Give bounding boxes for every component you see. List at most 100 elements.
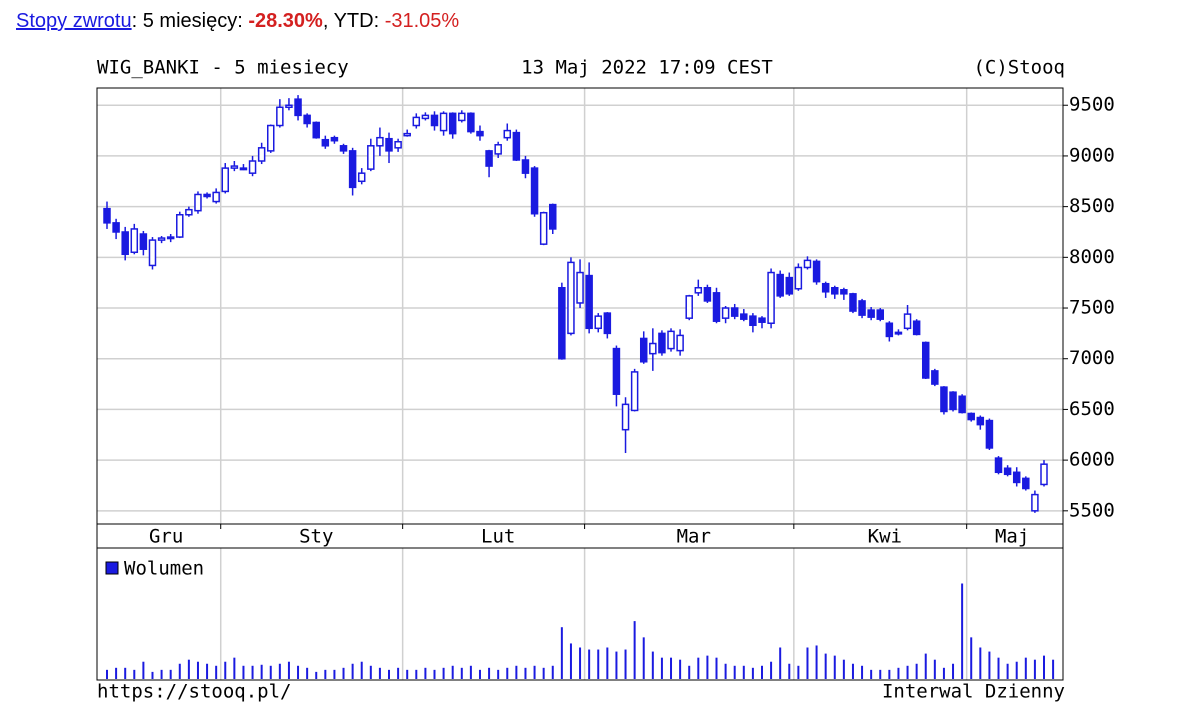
candle-body [357, 172, 366, 183]
candle-body [1022, 477, 1030, 490]
y-tick-label: 9500 [1069, 94, 1115, 116]
candle-body [403, 132, 411, 137]
candle-body [166, 236, 175, 240]
volume-panel [96, 547, 1064, 681]
candle-body [348, 150, 357, 189]
ytd-value: -31.05% [384, 10, 460, 32]
candle-body [594, 315, 602, 330]
candle-body [257, 147, 266, 162]
legend-label: Wolumen [124, 558, 204, 580]
y-tick-label: 9000 [1069, 144, 1115, 166]
period-text: : 5 miesięcy: [131, 10, 249, 32]
candle-body [749, 315, 757, 327]
candle-body [376, 136, 384, 147]
candle-body [685, 295, 693, 319]
candle-body [1012, 471, 1021, 484]
candle-body [339, 145, 348, 152]
candle-body [676, 334, 684, 352]
candle-body [831, 286, 839, 295]
candle-body [921, 341, 930, 379]
candle-body [912, 320, 921, 336]
candle-body [985, 419, 994, 449]
candle-body [185, 208, 193, 216]
candle-body [812, 260, 821, 283]
candle-body [539, 211, 548, 245]
candle-body [931, 370, 939, 385]
candle-body [321, 138, 330, 147]
returns-link[interactable]: Stopy zwrotu [16, 10, 132, 32]
candle-body [894, 331, 903, 335]
candle-body [794, 266, 803, 290]
candle-body [303, 114, 311, 125]
candle-body [903, 313, 912, 330]
candle-body [576, 271, 584, 304]
candle-body [785, 276, 794, 295]
candle-body [385, 137, 393, 152]
candle-body [412, 116, 421, 127]
candle-body [849, 293, 857, 312]
candle-body [157, 237, 166, 241]
candle-body [394, 140, 402, 149]
month-strip [96, 523, 1064, 549]
candle-body [176, 213, 184, 238]
candle-body [530, 167, 539, 215]
candle-body [266, 124, 275, 152]
x-tick-label: Kwi [868, 526, 902, 548]
candle-body [994, 457, 1003, 474]
candle-body [285, 104, 293, 109]
candle-body [421, 114, 430, 120]
candle-body [658, 332, 666, 354]
candle-body [585, 274, 593, 330]
footer-interval: Interwal Dzienny [882, 681, 1065, 703]
candle-body [630, 371, 639, 412]
candle-body [603, 312, 612, 335]
candle-body [467, 112, 475, 133]
candle-body [439, 112, 448, 132]
candle-body [512, 131, 521, 161]
candle-body [958, 395, 966, 414]
footer-url: https://stooq.pl/ [97, 681, 291, 703]
candle-body [494, 144, 502, 155]
candle-body [639, 337, 648, 363]
candle-body [621, 403, 630, 431]
candle-body [967, 412, 975, 421]
chart-title: WIG_BANKI - 5 miesiecy [97, 57, 349, 79]
y-tick-label: 8000 [1069, 246, 1115, 268]
candle-body [212, 191, 220, 203]
candle-body [694, 286, 703, 294]
candle-body [821, 282, 830, 293]
candle-body [248, 160, 257, 174]
candle-body [1040, 463, 1048, 486]
candle-body [867, 309, 875, 318]
ytd-label: , YTD: [322, 10, 385, 32]
x-tick-label: Maj [995, 526, 1029, 548]
candle-body [649, 342, 657, 355]
candle-body [312, 121, 320, 139]
candle-body [876, 309, 885, 320]
chart-source: (C)Stooq [973, 57, 1065, 79]
x-tick-label: Mar [677, 526, 711, 548]
candle-body [330, 136, 339, 142]
candle-body [612, 347, 621, 395]
candle-body [458, 112, 466, 122]
candle-body [203, 193, 211, 198]
candle-body [703, 286, 712, 302]
candle-body [758, 317, 766, 323]
candle-body [476, 130, 484, 137]
candle-body [549, 203, 557, 230]
candle-body [503, 129, 512, 139]
candle-body [103, 207, 111, 224]
candle-body [448, 112, 457, 135]
candle-body [940, 386, 948, 413]
candle-body [558, 286, 566, 360]
candle-body [1031, 493, 1039, 512]
candle-body [239, 167, 248, 171]
candle-body [667, 330, 675, 350]
x-tick-label: Lut [481, 526, 515, 548]
candle-body [230, 165, 239, 169]
candle-body [367, 145, 375, 170]
y-tick-label: 8500 [1069, 195, 1115, 217]
returns-header: Stopy zwrotu: 5 miesięcy: -28.30%, YTD: … [16, 10, 459, 33]
period-change: -28.30% [248, 10, 323, 32]
